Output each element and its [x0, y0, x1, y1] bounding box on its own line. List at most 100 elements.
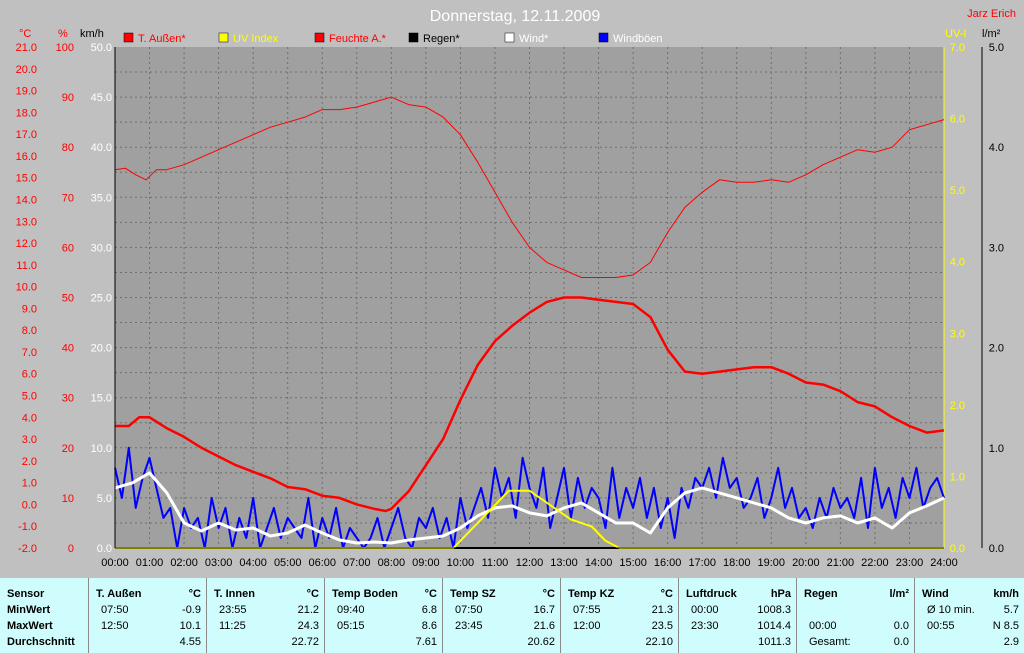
wind-tick-label: 35.0	[91, 192, 112, 204]
column-title: Temp KZ	[568, 588, 615, 600]
cell-value: 4.55	[179, 636, 201, 648]
x-tick-label: 14:00	[585, 557, 613, 569]
rain-tick-label: 5.0	[989, 42, 1004, 54]
cell-value: 1008.3	[757, 604, 791, 616]
x-tick-label: 21:00	[827, 557, 855, 569]
cell-value: 23.5	[651, 620, 673, 632]
cell-value: 6.8	[421, 604, 437, 616]
x-tick-label: 15:00	[619, 557, 647, 569]
column-unit: l/m²	[889, 588, 909, 600]
cell-value: 2.9	[1003, 636, 1019, 648]
cell-time: 23:45	[455, 620, 483, 632]
temp-tick-label: 8.0	[22, 325, 37, 337]
column-title: Temp SZ	[450, 588, 496, 600]
humidity-tick-label: 40	[62, 343, 74, 355]
axis-ticks: 00:00 01:00 02:00 03:00 04:00 05:00 06:00 07:00…	[16, 42, 1004, 569]
cell-time: 07:50	[101, 604, 129, 616]
humidity-tick-label: 80	[62, 142, 74, 154]
column-title: T. Außen	[96, 588, 142, 600]
legend-swatch	[504, 32, 515, 43]
summary-column: Temp KZ °C 07:55 21.3 12:00 23.5 22.10	[560, 578, 678, 653]
humidity-tick-label: 20	[62, 443, 74, 455]
temp-tick-label: 15.0	[16, 173, 37, 185]
row-label-min: MinWert	[7, 604, 51, 616]
column-title: Temp Boden	[332, 588, 398, 600]
temp-tick-label: 3.0	[22, 434, 37, 446]
rain-tick-label: 3.0	[989, 242, 1004, 254]
series-line-windb-en	[114, 446, 945, 549]
column-unit: °C	[306, 588, 319, 600]
column-unit: km/h	[993, 588, 1019, 600]
series-line-t-au-en-	[115, 296, 945, 513]
cell-time: 07:50	[455, 604, 483, 616]
x-tick-label: 11:00	[482, 557, 509, 569]
x-tick-label: 05:00	[274, 557, 302, 569]
cell-value: 24.3	[297, 620, 319, 632]
cell-value: 7.61	[415, 636, 437, 648]
wind-tick-label: 50.0	[91, 42, 112, 54]
x-tick-label: 16:00	[654, 557, 682, 569]
cell-value: 22.10	[645, 636, 673, 648]
author-label: Jarz Erich	[967, 8, 1016, 20]
series-line-feuchte-a-	[114, 96, 945, 278]
humidity-tick-label: 70	[62, 192, 74, 204]
temp-tick-label: 1.0	[22, 478, 37, 490]
uv-tick-label: 3.0	[950, 328, 965, 340]
cell-time: 00:55	[927, 620, 955, 632]
temp-tick-label: 6.0	[22, 369, 37, 381]
x-tick-label: 19:00	[758, 557, 786, 569]
temp-tick-label: -1.0	[18, 521, 37, 533]
uv-tick-label: 2.0	[950, 400, 965, 412]
x-tick-label: 20:00	[792, 557, 820, 569]
x-tick-label: 22:00	[861, 557, 889, 569]
wind-tick-label: 0.0	[97, 543, 112, 555]
temp-tick-label: 9.0	[22, 303, 37, 315]
wind-tick-label: 25.0	[91, 293, 112, 305]
temp-tick-label: 7.0	[22, 347, 37, 359]
temp-tick-label: 16.0	[16, 151, 37, 163]
cell-value: N 8.5	[992, 620, 1019, 632]
rain-tick-label: 0.0	[989, 543, 1004, 555]
temp-tick-label: 20.0	[16, 64, 37, 76]
legend-swatch	[314, 32, 325, 43]
legend-label: UV Index	[233, 33, 279, 45]
cell-time: 12:00	[573, 620, 601, 632]
temp-tick-label: 11.0	[16, 260, 37, 272]
temp-tick-label: 14.0	[16, 194, 37, 206]
wind-tick-label: 15.0	[91, 393, 112, 405]
x-tick-label: 24:00	[930, 557, 958, 569]
x-tick-label: 07:00	[343, 557, 371, 569]
summary-column: T. Innen °C 23:55 21.2 11:25 24.3 22.72	[206, 578, 324, 653]
cell-time: 07:55	[573, 604, 601, 616]
cell-value: 8.6	[421, 620, 437, 632]
legend-swatch	[598, 32, 609, 43]
wind-tick-label: 5.0	[97, 493, 112, 505]
wind-tick-label: 45.0	[91, 92, 112, 104]
temp-tick-label: 10.0	[16, 282, 37, 294]
cell-value: 1014.4	[757, 620, 791, 632]
legend-label: Windböen	[613, 33, 663, 45]
uv-tick-label: 1.0	[950, 471, 965, 483]
temp-tick-label: 21.0	[16, 42, 37, 54]
x-tick-label: 10:00	[447, 557, 475, 569]
summary-column: Regen l/m² 00:00 0.0 Gesamt: 0.0	[796, 578, 914, 653]
x-tick-label: 02:00	[170, 557, 198, 569]
humidity-tick-label: 60	[62, 242, 74, 254]
humidity-tick-label: 50	[62, 293, 74, 305]
row-label-max: MaxWert	[7, 620, 53, 632]
row-label-column: Sensor MinWert MaxWert Durchschnitt	[0, 578, 88, 653]
wind-tick-label: 20.0	[91, 343, 112, 355]
column-title: Regen	[804, 588, 838, 600]
cell-value: 21.2	[297, 604, 319, 616]
summary-column: Wind km/h Ø 10 min. 5.7 00:55 N 8.5 2.9	[914, 578, 1024, 653]
humidity-tick-label: 0	[68, 543, 74, 555]
cell-value: 5.7	[1003, 604, 1019, 616]
temp-tick-label: 12.0	[16, 238, 37, 250]
column-unit: °C	[542, 588, 555, 600]
temp-tick-label: -2.0	[18, 543, 37, 555]
uv-tick-label: 6.0	[950, 114, 965, 126]
wind-tick-label: 10.0	[91, 443, 112, 455]
cell-value: 16.7	[533, 604, 555, 616]
cell-time: Gesamt:	[809, 636, 851, 648]
cell-value: -0.9	[182, 604, 201, 616]
